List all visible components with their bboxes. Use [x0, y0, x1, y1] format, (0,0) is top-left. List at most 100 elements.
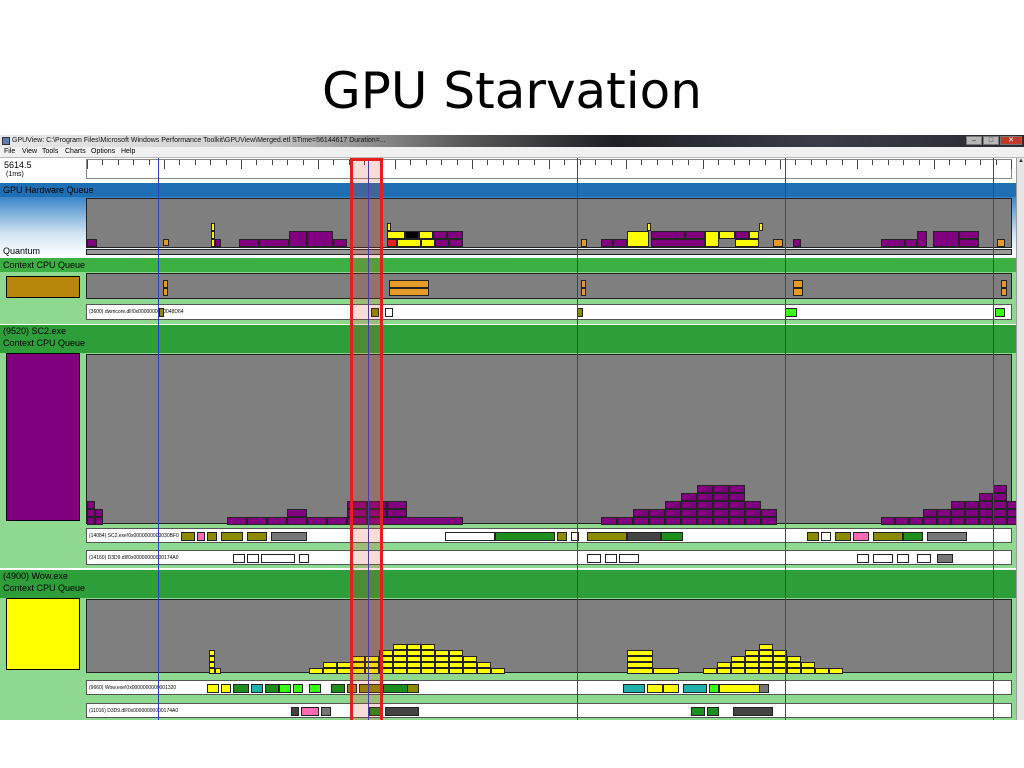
time-ruler[interactable]: [86, 159, 1012, 179]
timeline-view[interactable]: 5614.5 (1ms) GPU Hardware Queue Quantum …: [0, 158, 1021, 720]
gpu-packet[interactable]: [719, 231, 735, 239]
queue-packet[interactable]: [633, 509, 649, 517]
thread-event[interactable]: [917, 554, 931, 563]
queue-packet[interactable]: [407, 644, 421, 650]
queue-packet[interactable]: [951, 501, 965, 509]
thread-event[interactable]: [181, 532, 195, 541]
queue-packet[interactable]: [649, 517, 665, 525]
window-titlebar[interactable]: GPUView: C:\Program Files\Microsoft Wind…: [0, 135, 1024, 147]
thread-event[interactable]: [587, 532, 627, 541]
gpu-packet[interactable]: [749, 231, 759, 239]
thread-event[interactable]: [733, 707, 773, 716]
queue-packet[interactable]: [627, 656, 653, 662]
dwm-packet[interactable]: [1001, 280, 1007, 288]
thread-event[interactable]: [321, 707, 331, 716]
queue-packet[interactable]: [209, 656, 215, 662]
queue-packet[interactable]: [731, 662, 745, 668]
thread-event[interactable]: [293, 684, 303, 693]
thread-event[interactable]: [197, 532, 205, 541]
queue-packet[interactable]: [287, 517, 307, 525]
gpu-packet[interactable]: [917, 231, 927, 247]
queue-packet[interactable]: [937, 509, 951, 517]
queue-packet[interactable]: [759, 668, 773, 674]
gpu-packet[interactable]: [435, 239, 449, 247]
queue-packet[interactable]: [937, 517, 951, 525]
thread-event[interactable]: [663, 684, 679, 693]
queue-packet[interactable]: [309, 668, 323, 674]
gpu-packet[interactable]: [685, 231, 705, 239]
queue-packet[interactable]: [393, 644, 407, 650]
queue-packet[interactable]: [449, 656, 463, 662]
gpu-packet[interactable]: [211, 231, 215, 239]
queue-packet[interactable]: [379, 668, 393, 674]
thread-event[interactable]: [785, 308, 797, 317]
gpu-packet[interactable]: [387, 239, 397, 247]
dwm-packet[interactable]: [389, 280, 429, 288]
queue-packet[interactable]: [387, 501, 407, 509]
queue-packet[interactable]: [745, 656, 759, 662]
close-button[interactable]: ✕: [1000, 136, 1022, 145]
queue-packet[interactable]: [713, 501, 729, 509]
queue-packet[interactable]: [773, 656, 787, 662]
dwm-packet[interactable]: [581, 288, 586, 296]
queue-packet[interactable]: [979, 493, 993, 501]
sc2-queue-panel[interactable]: [86, 354, 1021, 525]
queue-packet[interactable]: [393, 668, 407, 674]
queue-packet[interactable]: [627, 668, 653, 674]
thread-event[interactable]: [873, 532, 903, 541]
queue-packet[interactable]: [965, 501, 979, 509]
gpu-packet[interactable]: [259, 239, 289, 247]
queue-packet[interactable]: [729, 517, 745, 525]
queue-packet[interactable]: [729, 493, 745, 501]
thread-event[interactable]: [385, 308, 393, 317]
dwm-queue-panel[interactable]: [86, 273, 1012, 299]
wow-queue-panel[interactable]: [86, 599, 1012, 674]
queue-packet[interactable]: [993, 509, 1007, 517]
thread-event[interactable]: [937, 554, 953, 563]
thread-event[interactable]: [445, 532, 495, 541]
queue-packet[interactable]: [951, 509, 965, 517]
queue-packet[interactable]: [993, 501, 1007, 509]
gpu-packet[interactable]: [307, 231, 333, 247]
menu-view[interactable]: View: [22, 148, 38, 155]
queue-packet[interactable]: [759, 662, 773, 668]
gpu-packet[interactable]: [421, 239, 435, 247]
queue-packet[interactable]: [337, 662, 351, 668]
queue-packet[interactable]: [713, 509, 729, 517]
queue-packet[interactable]: [681, 509, 697, 517]
queue-packet[interactable]: [745, 650, 759, 656]
thread-event[interactable]: [903, 532, 923, 541]
thread-event[interactable]: [251, 684, 263, 693]
dwm-thread-strip[interactable]: (3600) dwmcore.dll!0x0000000000048D64: [86, 304, 1012, 320]
thread-event[interactable]: [495, 532, 555, 541]
queue-packet[interactable]: [393, 656, 407, 662]
thread-event[interactable]: [159, 308, 164, 317]
gpu-packet[interactable]: [647, 223, 651, 231]
gpu-packet[interactable]: [651, 231, 685, 239]
queue-packet[interactable]: [87, 509, 95, 517]
thread-event[interactable]: [873, 554, 893, 563]
queue-packet[interactable]: [307, 517, 327, 525]
queue-packet[interactable]: [367, 509, 387, 517]
queue-packet[interactable]: [463, 656, 477, 662]
queue-packet[interactable]: [323, 668, 337, 674]
queue-packet[interactable]: [787, 662, 801, 668]
queue-packet[interactable]: [713, 517, 729, 525]
queue-packet[interactable]: [463, 668, 477, 674]
queue-packet[interactable]: [367, 501, 387, 509]
dwm-packet[interactable]: [163, 280, 168, 288]
queue-packet[interactable]: [327, 517, 347, 525]
gpu-packet[interactable]: [997, 239, 1005, 247]
queue-packet[interactable]: [773, 668, 787, 674]
gpu-packet[interactable]: [933, 231, 959, 247]
queue-packet[interactable]: [993, 485, 1007, 493]
thread-event[interactable]: [221, 684, 231, 693]
queue-packet[interactable]: [713, 485, 729, 493]
dwm-header[interactable]: [0, 258, 1016, 272]
queue-packet[interactable]: [745, 509, 761, 517]
queue-packet[interactable]: [979, 509, 993, 517]
thread-event[interactable]: [571, 532, 579, 541]
queue-packet[interactable]: [745, 501, 761, 509]
queue-packet[interactable]: [717, 662, 731, 668]
thread-event[interactable]: [233, 684, 249, 693]
